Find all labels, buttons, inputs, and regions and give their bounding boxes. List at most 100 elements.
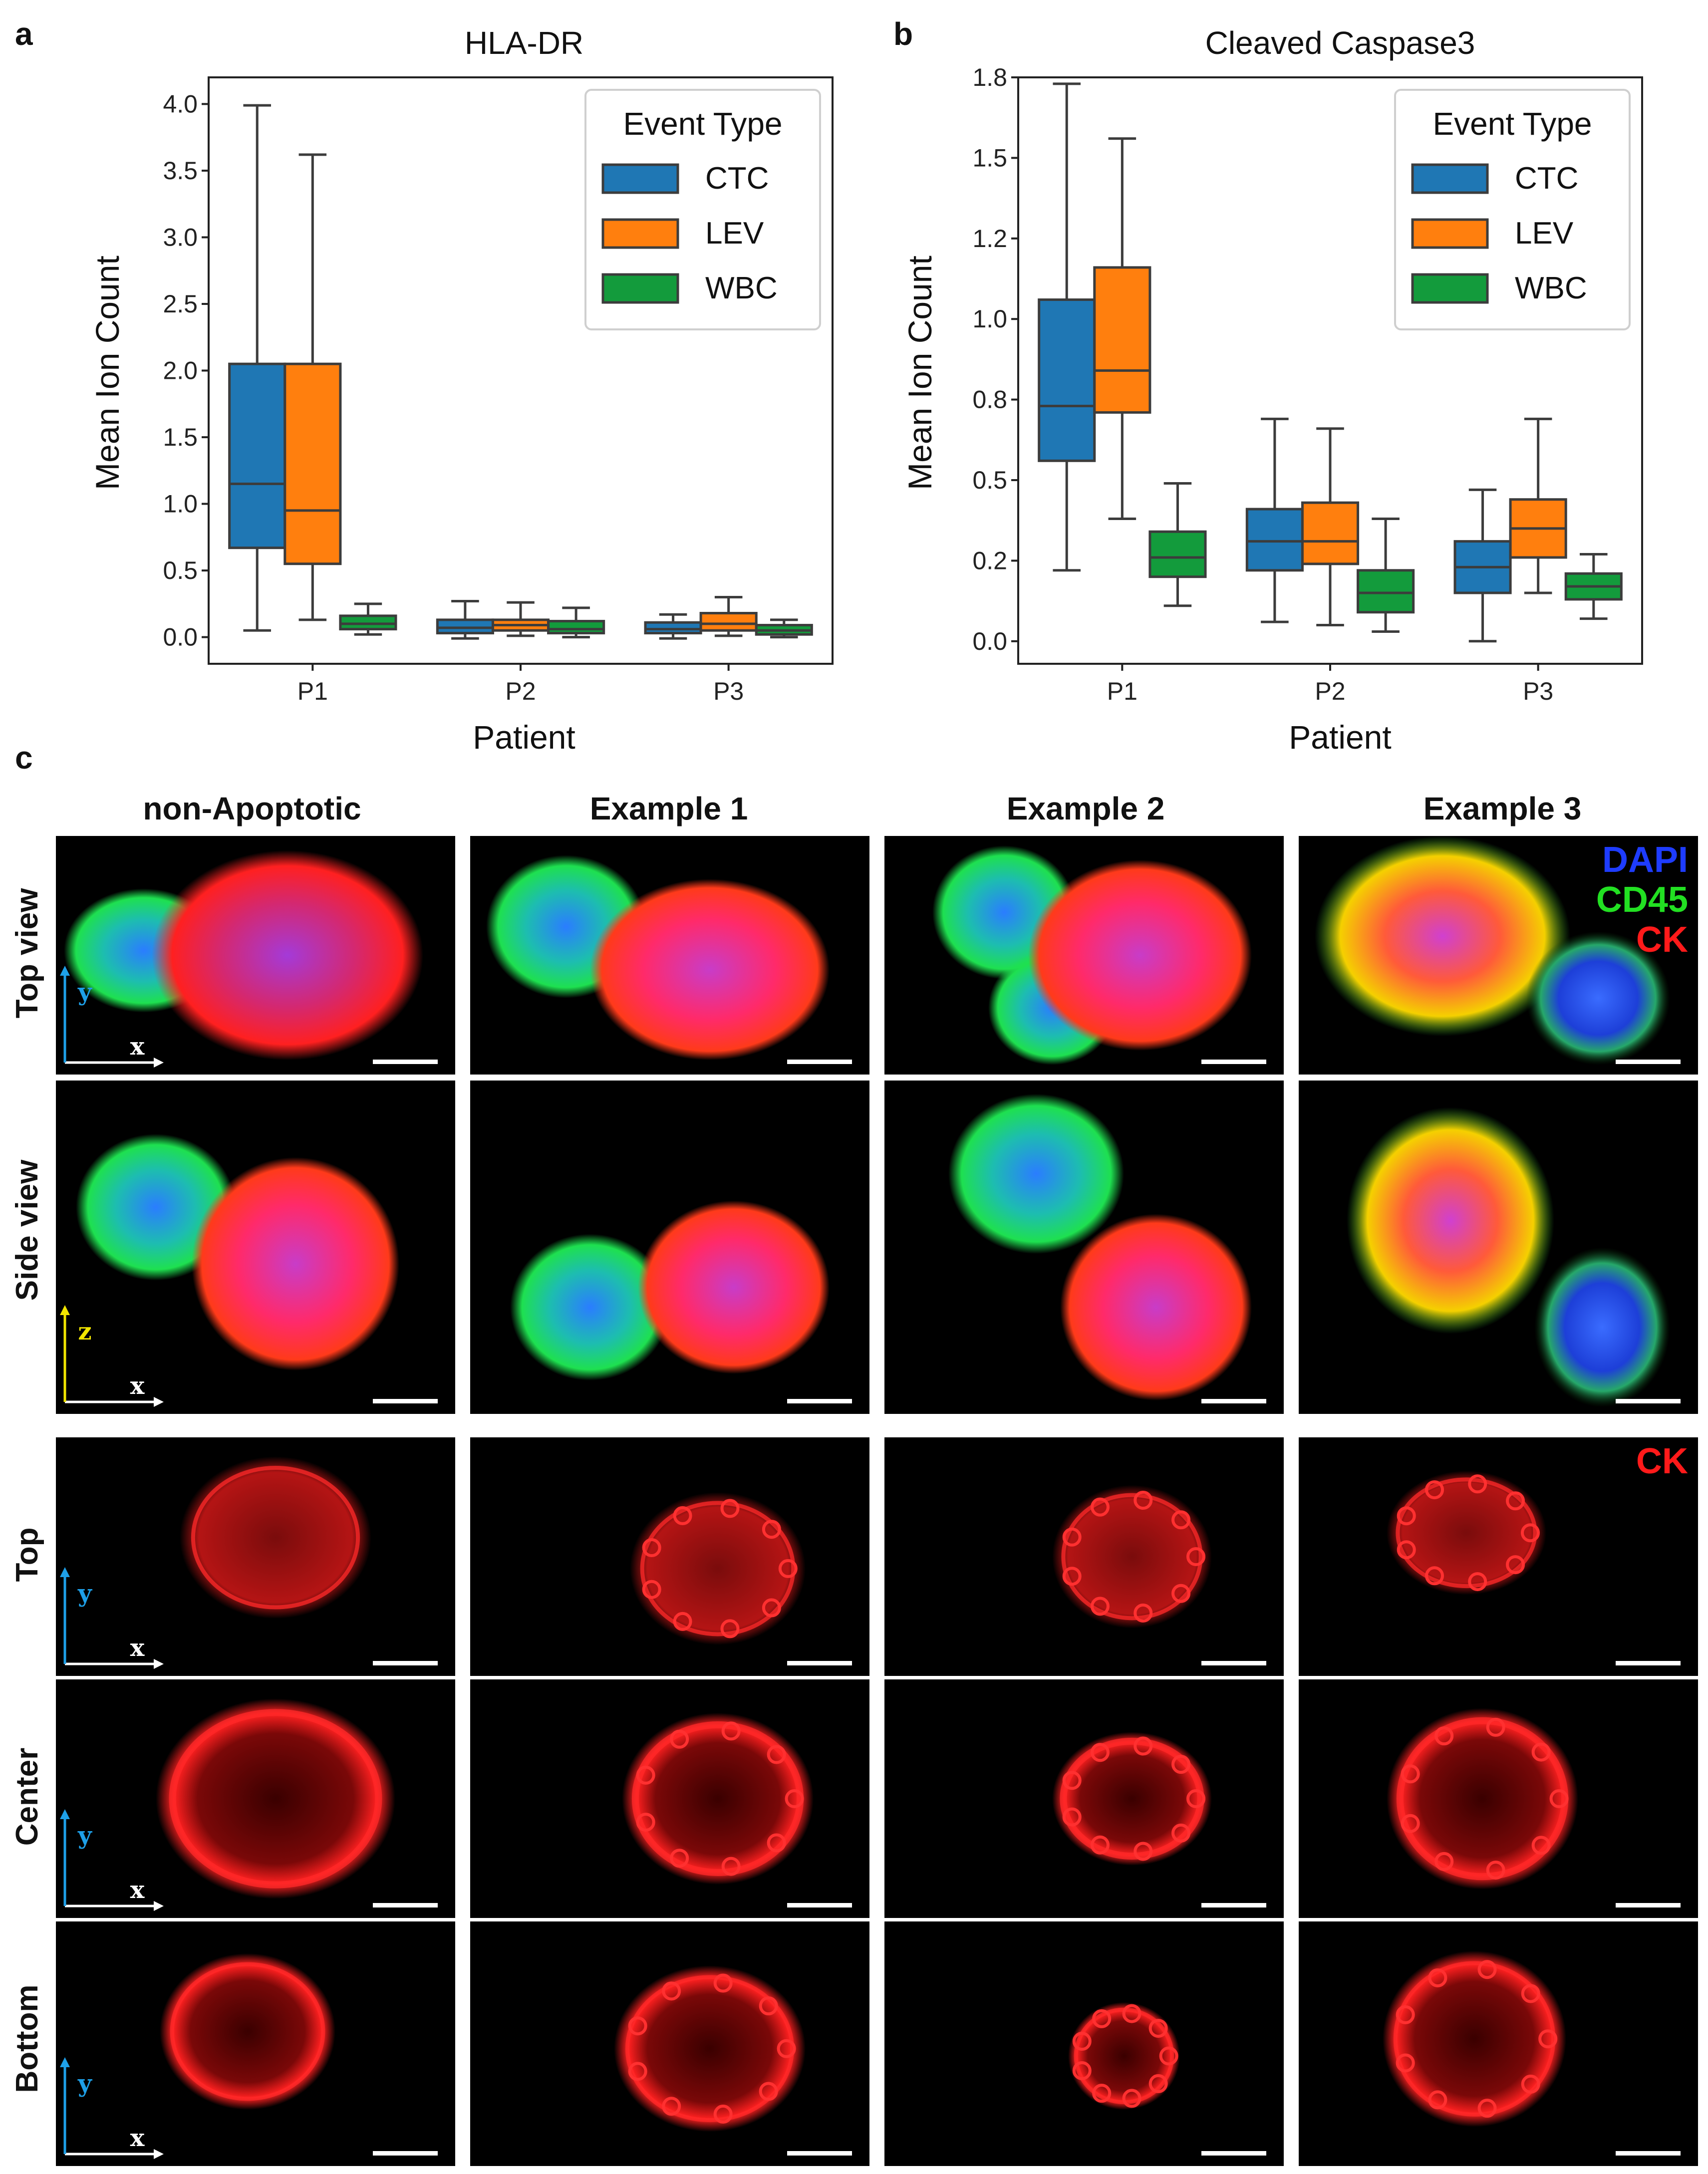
scale-bar <box>787 1903 852 1907</box>
micro-panel-center-example-2 <box>884 1679 1284 1918</box>
ck-bleb <box>1434 1852 1454 1871</box>
column-header-example-3: Example 3 <box>1423 791 1582 826</box>
chart-a-title: HLA-DR <box>465 25 583 61</box>
legend-label-ctc: CTC <box>705 161 769 196</box>
ck-bleb <box>1122 2089 1141 2108</box>
ck-membrane <box>1396 1717 1569 1881</box>
ck-bleb <box>1134 1603 1153 1623</box>
legend-label-wbc: WBC <box>1515 271 1587 305</box>
axis-label-x: x <box>130 1876 145 1904</box>
ck-bleb <box>1506 1491 1525 1511</box>
ck-bleb <box>636 1765 655 1785</box>
x-tick-label: P1 <box>297 677 328 705</box>
ck-bleb <box>785 1789 804 1808</box>
axis-label-y: y <box>77 2070 93 2098</box>
ck-bleb <box>1401 1764 1420 1784</box>
legend-swatch-wbc <box>601 273 679 304</box>
ck-signal <box>156 1698 395 1899</box>
ck-bleb <box>1428 1968 1447 1987</box>
channel-label-cd45: CD45 <box>1596 880 1688 920</box>
ck-bleb <box>673 1506 692 1525</box>
ck-bleb <box>1062 1527 1082 1547</box>
ck-signal <box>622 1712 814 1885</box>
ck-bleb <box>1186 1547 1205 1566</box>
column-header-example-1: Example 1 <box>590 791 748 826</box>
legend-swatch-wbc <box>1411 273 1489 304</box>
axis-label-y: y <box>77 1580 93 1608</box>
box-ctc-p1 <box>228 362 286 549</box>
axis-label-x: x <box>130 1634 145 1662</box>
scale-bar <box>1616 1661 1681 1665</box>
box-wbc-p2 <box>1357 569 1415 614</box>
micro-panel-top-view-example-2 <box>884 836 1284 1075</box>
ck-bleb <box>1148 2074 1168 2093</box>
legend-label-lev: LEV <box>705 216 764 251</box>
y-tick-label: 0.8 <box>972 386 1007 414</box>
legend-label-wbc: WBC <box>705 271 778 305</box>
ck-bleb <box>767 1833 786 1853</box>
box-lev-p2 <box>1301 501 1360 565</box>
micro-panel-top-view-non-apoptotic: xy <box>56 836 455 1075</box>
legend-title: Event Type <box>623 106 782 142</box>
y-tick-label: 3.0 <box>163 223 198 251</box>
y-tick-label: 1.2 <box>972 225 1007 253</box>
ck-bleb <box>1186 1789 1205 1808</box>
legend-label-ctc: CTC <box>1515 161 1578 196</box>
legend-swatch-ctc <box>1411 163 1489 194</box>
y-tick-label: 0.5 <box>163 556 198 584</box>
cell-blob <box>1028 859 1252 1051</box>
legend-title: Event Type <box>1432 106 1592 142</box>
ck-bleb <box>670 1729 689 1749</box>
panel-letter-c: c <box>15 740 33 776</box>
ck-bleb <box>767 1745 786 1764</box>
ck-bleb <box>662 1981 681 2001</box>
cell-blob <box>590 879 830 1061</box>
ck-bleb <box>1091 1743 1110 1762</box>
ck-bleb <box>1434 1726 1454 1746</box>
ck-bleb <box>1159 2046 1178 2066</box>
y-axis-arrowhead <box>60 2057 70 2067</box>
ck-membrane <box>625 1975 795 2123</box>
ck-bleb <box>1397 1506 1416 1526</box>
ck-bleb <box>1171 1584 1191 1603</box>
y-tick-label: 0.0 <box>163 623 198 651</box>
ck-bleb <box>1171 1755 1191 1774</box>
legend-swatch-lev <box>601 218 679 249</box>
ck-signal <box>160 1953 335 2110</box>
axis-label-x: x <box>130 2124 145 2152</box>
ck-bleb <box>1062 1807 1082 1827</box>
micro-panel-bottom-example-2 <box>884 1921 1284 2166</box>
y-axis-arrowhead <box>60 1567 70 1577</box>
ck-bleb <box>759 2082 778 2101</box>
box-lev-p3 <box>699 612 758 632</box>
x-axis-arrowhead <box>154 2149 164 2159</box>
ck-bleb <box>1397 1540 1416 1560</box>
y-tick-label: 2.5 <box>163 290 198 318</box>
ck-bleb <box>1468 1474 1487 1494</box>
cell-blob <box>638 1200 830 1374</box>
scale-bar <box>1201 1399 1266 1403</box>
box-ctc-p2 <box>1245 508 1304 572</box>
ck-signal <box>630 1492 806 1645</box>
y-tick-label: 3.5 <box>163 157 198 185</box>
legend-box <box>1394 89 1631 330</box>
y-tick-label: 0.2 <box>972 546 1007 574</box>
box-wbc-p2 <box>547 620 605 635</box>
ck-bleb <box>713 1973 733 1993</box>
row-header-top: Top <box>10 1527 44 1582</box>
ck-bleb <box>628 2016 647 2036</box>
ck-bleb <box>1134 1842 1153 1861</box>
micro-panel-top-example-1 <box>470 1437 869 1676</box>
ck-membrane <box>1060 1737 1204 1860</box>
ck-membrane <box>1393 1961 1556 2117</box>
box-lev-p1 <box>284 362 342 565</box>
y-tick-label: 2.0 <box>163 357 198 385</box>
column-header-non-apoptotic: non-Apoptotic <box>143 791 361 826</box>
scale-bar <box>1201 1060 1266 1064</box>
chart-a-ylabel: Mean Ion Count <box>89 256 126 490</box>
panel-letter-b: b <box>893 16 913 52</box>
legend-swatch-ctc <box>601 163 679 194</box>
